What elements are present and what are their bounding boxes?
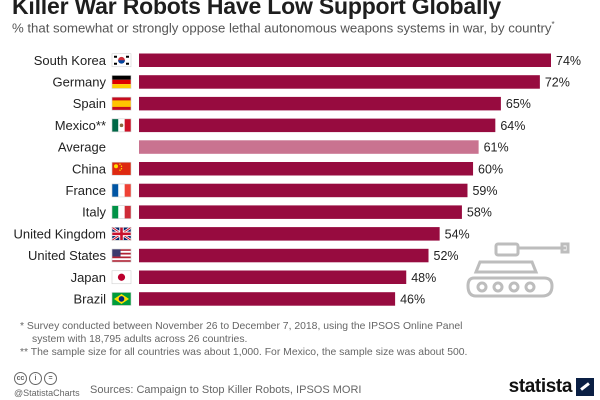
- value-label: 65%: [506, 97, 531, 111]
- bar: [139, 270, 407, 284]
- category-label: Mexico**: [55, 118, 106, 133]
- category-label: United States: [28, 248, 107, 263]
- by-icon[interactable]: i: [29, 372, 42, 385]
- statista-mark-icon: [576, 378, 594, 396]
- bar: [139, 248, 429, 263]
- france-flag: [111, 183, 132, 198]
- bar: [139, 292, 396, 306]
- spain-flag: [111, 96, 132, 111]
- value-label: 74%: [556, 54, 581, 68]
- value-label: 52%: [434, 249, 459, 263]
- bar: [139, 162, 474, 176]
- footer: cc i = @StatistaCharts Sources: Campaign…: [14, 372, 594, 398]
- germany-flag: [111, 75, 132, 89]
- bar-chart: South Korea 74% Germany 72% Spain 65% Mexico**…: [14, 53, 582, 307]
- italy-flag: [111, 205, 132, 219]
- tank-icon: [466, 242, 570, 298]
- category-label: Brazil: [73, 291, 106, 306]
- south-korea-flag: [111, 53, 132, 68]
- bar: [139, 183, 468, 198]
- value-label: 59%: [472, 184, 497, 198]
- category-label: Average: [58, 140, 106, 155]
- category-label: Spain: [73, 96, 106, 111]
- chart-subtitle: % that somewhat or strongly oppose letha…: [12, 20, 555, 35]
- value-label: 58%: [467, 206, 492, 220]
- category-label: Italy: [82, 205, 106, 220]
- united-kingdom-flag: [111, 226, 132, 242]
- footnote-2: ** The sample size for all countries was…: [20, 347, 468, 358]
- japan-flag: [111, 270, 132, 285]
- bar: [139, 118, 496, 133]
- sources: Sources: Campaign to Stop Killer Robots,…: [90, 384, 362, 396]
- category-label: South Korea: [34, 53, 107, 68]
- subtitle-text: % that somewhat or strongly oppose letha…: [12, 20, 552, 36]
- value-label: 46%: [400, 292, 425, 306]
- bar: [139, 53, 551, 67]
- value-label: 72%: [545, 75, 570, 89]
- bar: [139, 205, 462, 219]
- value-label: 61%: [484, 141, 509, 155]
- subtitle-footnote-mark: *: [551, 20, 555, 29]
- footnotes: * Survey conducted between November 26 t…: [20, 320, 467, 359]
- category-label: Germany: [53, 74, 107, 89]
- bar: [139, 227, 440, 241]
- license-icons: cc i =: [14, 372, 57, 385]
- equals-icon[interactable]: =: [44, 372, 57, 385]
- footnote-1: * Survey conducted between November 26 t…: [20, 321, 463, 332]
- brand-name: statista: [508, 376, 573, 397]
- value-label: 48%: [411, 271, 436, 285]
- bar: [139, 75, 540, 89]
- china-flag: [111, 161, 132, 176]
- bar: [139, 140, 479, 154]
- category-label: France: [66, 183, 106, 198]
- cc-icon[interactable]: cc: [14, 372, 27, 385]
- bar: [139, 96, 501, 111]
- twitter-handle[interactable]: @StatistaCharts: [14, 388, 80, 398]
- brazil-flag: [111, 292, 132, 306]
- value-label: 60%: [478, 162, 503, 176]
- value-label: 64%: [500, 119, 525, 133]
- chart-title: Killer War Robots Have Low Support Globa…: [12, 0, 501, 19]
- category-label: China: [72, 161, 107, 176]
- statista-logo[interactable]: statista: [509, 376, 594, 398]
- united-states-flag: [111, 248, 132, 263]
- footnote-1-continued: system with 18,795 adults across 26 coun…: [32, 334, 248, 345]
- value-label: 54%: [445, 227, 470, 241]
- category-label: Japan: [71, 270, 106, 285]
- category-label: United Kingdom: [14, 226, 107, 241]
- mexico-flag: [111, 118, 132, 133]
